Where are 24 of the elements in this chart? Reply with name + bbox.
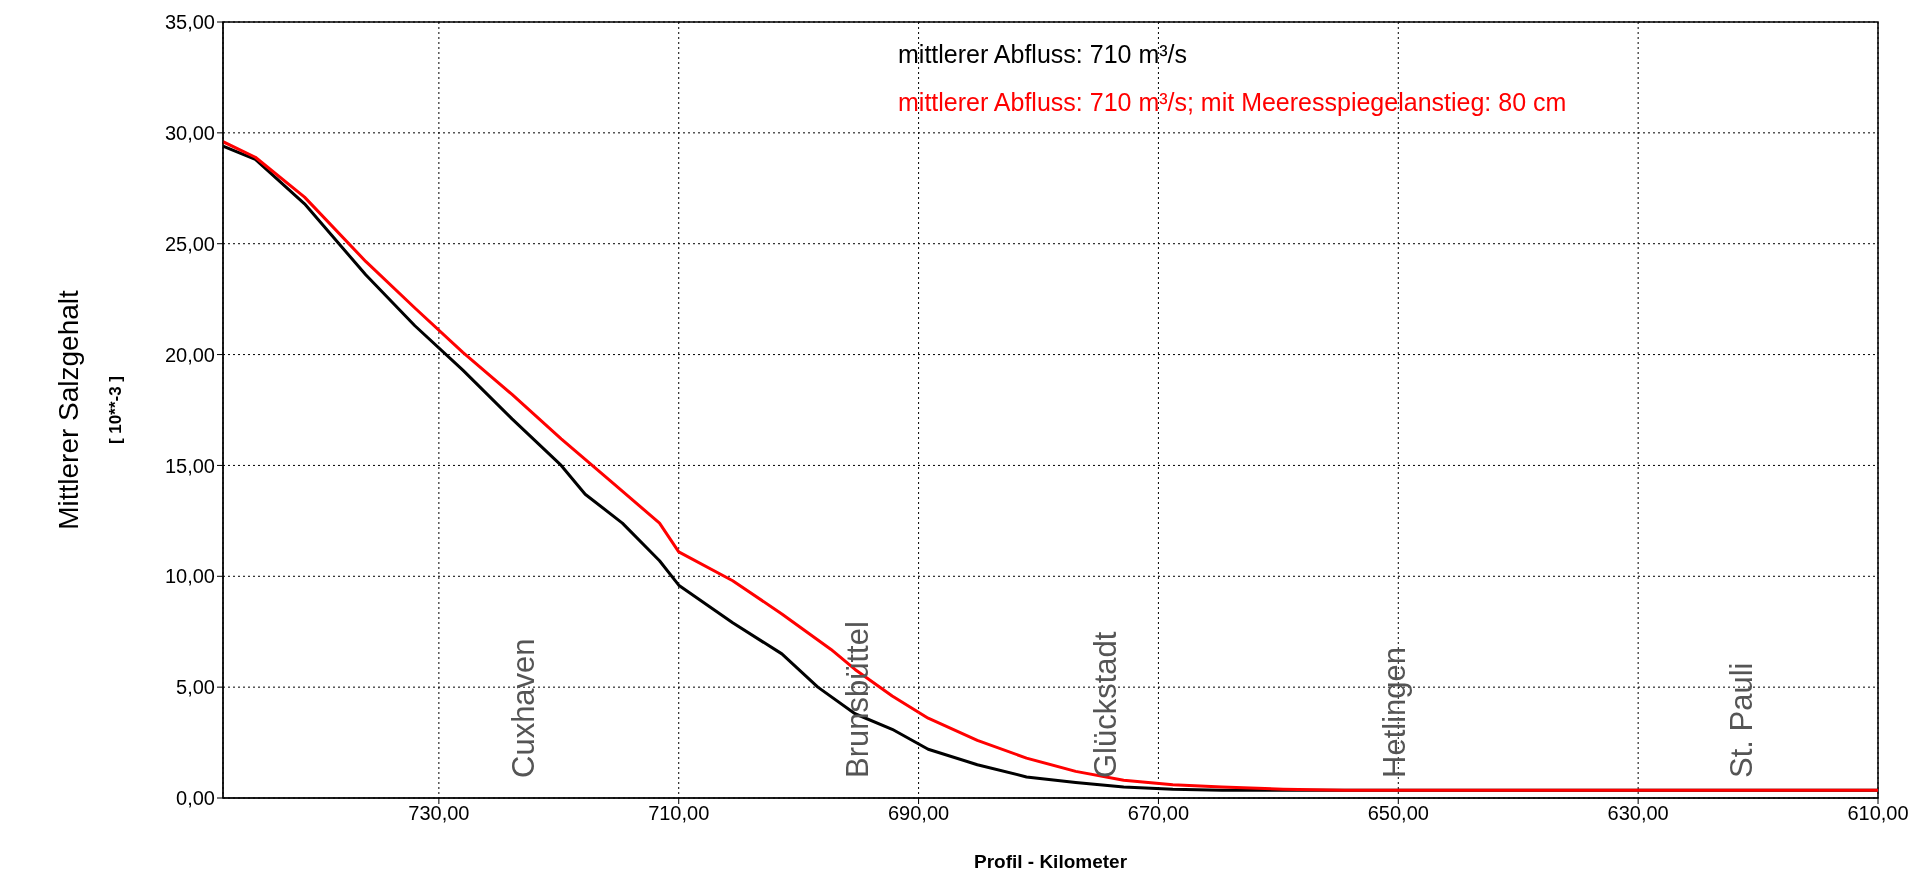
y-axis-title: Mittlerer Salzgehalt [ 10**-3 ]: [53, 289, 125, 530]
y-tick-label: 5,00: [176, 676, 215, 699]
annotation: St. Pauli: [1724, 662, 1759, 778]
x-tick-label: 670,00: [1127, 802, 1190, 825]
y-tick-label: 35,00: [164, 11, 215, 34]
text: mittlerer Abfluss: 710 m³/s: [898, 39, 1188, 70]
x-tick-label: 650,00: [1367, 802, 1429, 825]
annotation: Cuxhaven: [506, 638, 541, 778]
annotation: Hetlingen: [1377, 647, 1412, 778]
y-tick-label: 25,00: [164, 232, 215, 255]
text: mittlerer Abfluss: 710 m³/s; mit Meeresspiegelanstieg: 80 cm: [898, 87, 1567, 118]
x-tick-label: 630,00: [1607, 802, 1669, 825]
annotation: Glückstadt: [1088, 631, 1123, 778]
y-tick-label: 0,00: [176, 787, 215, 810]
x-tick-label: 730,00: [408, 802, 470, 825]
y-tick-label: 30,00: [164, 121, 215, 144]
x-tick-label: 610,00: [1847, 802, 1909, 825]
annotation: Brunsbüttel: [840, 621, 875, 778]
y-tick-label: 20,00: [164, 343, 215, 366]
x-tick-label: 690,00: [887, 802, 950, 825]
y-tick-label: 10,00: [164, 565, 215, 588]
y-tick-label: 15,00: [164, 454, 215, 477]
x-tick-label: 710,00: [648, 802, 710, 825]
x-axis-title: Profil - Kilometer: [973, 851, 1128, 872]
